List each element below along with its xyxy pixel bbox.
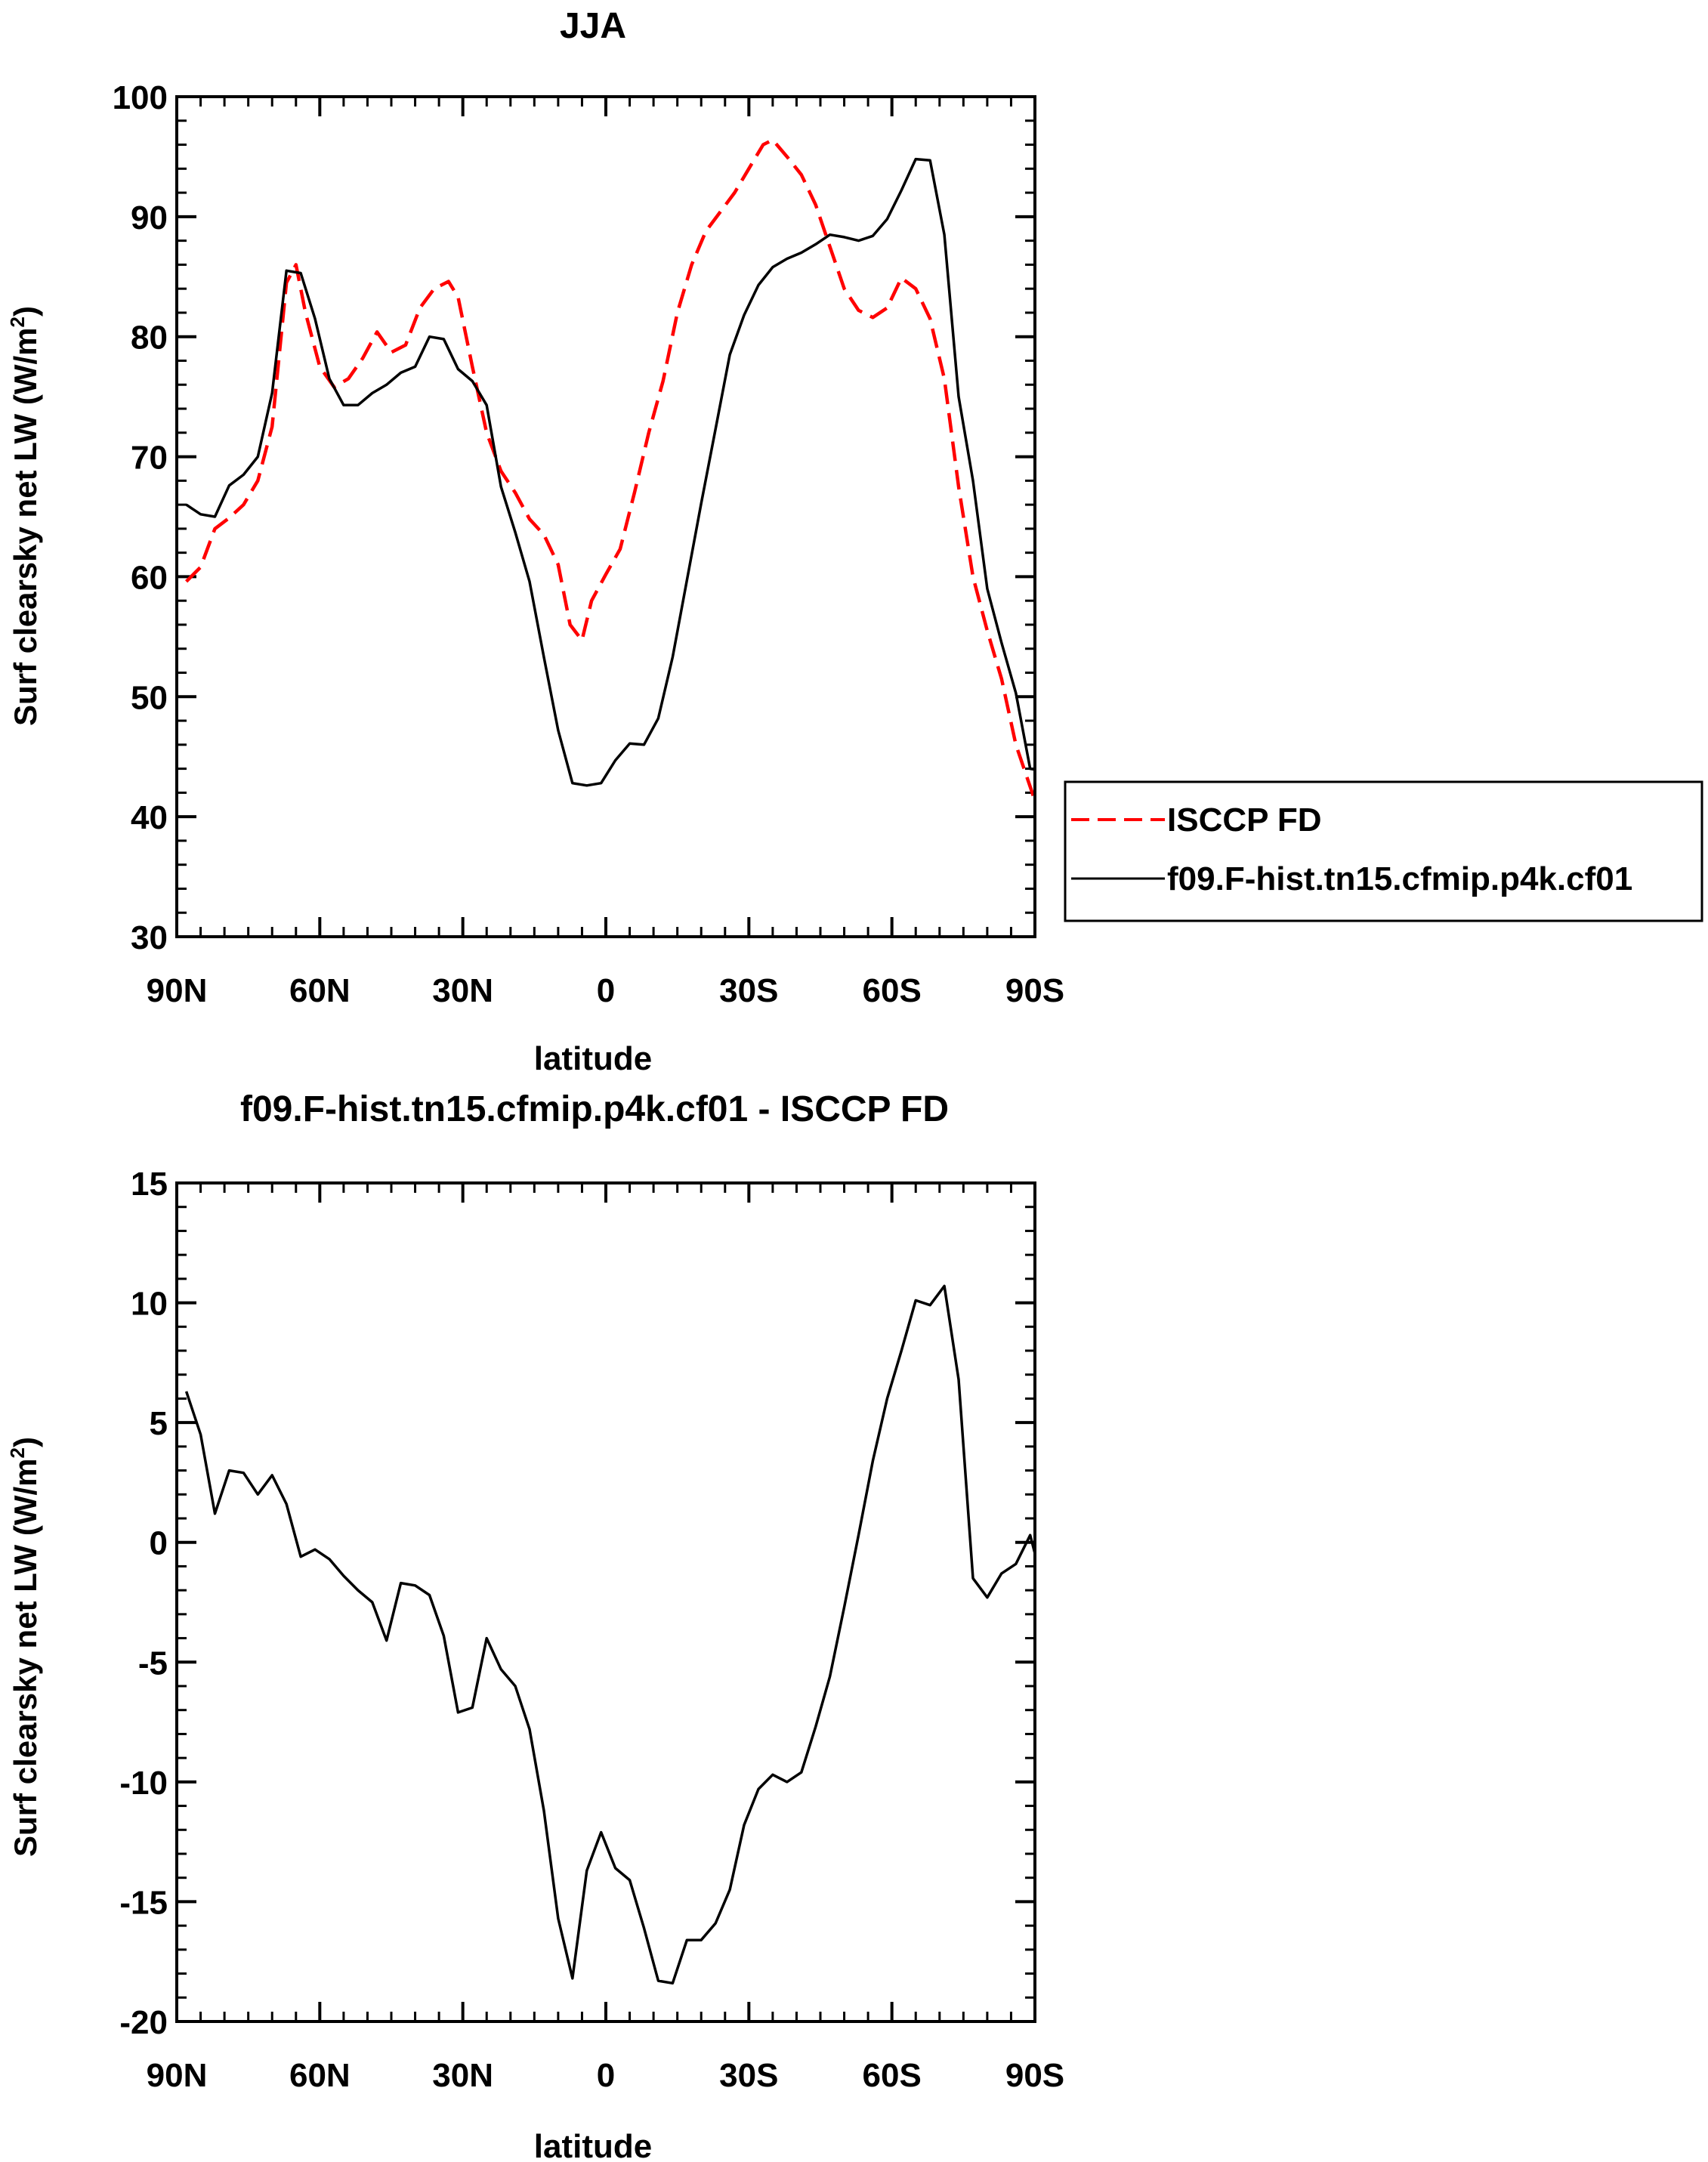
x-tick-label: 0 [597, 2057, 615, 2094]
panel-bottom: f09.F-hist.tn15.cfmip.p4k.cf01 - ISCCP F… [6, 1089, 1064, 2162]
y-tick-label: -15 [119, 1884, 168, 1921]
y-tick-label: 30 [131, 919, 168, 956]
x-tick-label: 90S [1005, 2057, 1064, 2094]
series-line-f09-f-hist-tn15-cfmip-p4k-cf01 [185, 157, 1035, 787]
x-tick-label: 90N [147, 972, 208, 1009]
legend-box [1064, 780, 1703, 922]
y-tick-label: 40 [131, 799, 168, 836]
y-tick-label: 100 [113, 79, 168, 116]
panel-bottom-x-axis-label: latitude [534, 2128, 652, 2162]
x-tick-label: 30S [719, 2057, 778, 2094]
panel-top-y-axis-label-close: ) [8, 306, 43, 317]
y-tick-label: 90 [131, 199, 168, 236]
x-tick-label: 90N [147, 2057, 208, 2094]
y-tick-label: -20 [119, 2004, 168, 2041]
plot-frame [175, 1181, 1036, 2023]
series-line-isccp-fd [185, 137, 1035, 806]
y-tick-label: 80 [131, 320, 168, 357]
panel-top-y-axis-label: Surf clearsky net LW (W/m2) [6, 306, 43, 726]
x-tick-label: 60S [863, 972, 922, 1009]
panel-top-y-axis-label-superscript: 2 [6, 317, 29, 327]
x-tick-label: 60S [863, 2057, 922, 2094]
panel-bottom-y-axis-label-superscript: 2 [6, 1447, 29, 1458]
panel-bottom-y-axis-label: Surf clearsky net LW (W/m2) [6, 1437, 43, 1857]
panel-top-title: JJA [560, 6, 626, 46]
panel-bottom-title: f09.F-hist.tn15.cfmip.p4k.cf01 - ISCCP F… [240, 1089, 949, 1129]
y-tick-label: 60 [131, 559, 168, 596]
plot-frame [175, 95, 1036, 938]
y-tick-label: 5 [150, 1405, 168, 1442]
x-tick-label: 90S [1005, 972, 1064, 1009]
y-tick-label: -5 [138, 1645, 168, 1682]
panel-bottom-y-axis-label-close: ) [8, 1437, 43, 1447]
x-tick-label: 30S [719, 972, 778, 1009]
x-tick-label: 0 [597, 972, 615, 1009]
y-tick-label: 15 [131, 1166, 168, 1203]
legend-label-isccp-fd: ISCCP FD [1167, 801, 1322, 839]
x-tick-label: 30N [432, 972, 493, 1009]
x-tick-label: 60N [289, 972, 351, 1009]
panel-top-x-axis-label: latitude [534, 1040, 652, 1077]
x-tick-label: 30N [432, 2057, 493, 2094]
y-tick-label: -10 [119, 1765, 168, 1802]
panel-top-plot-area: 90N 60N 30N 0 30S 60S 90S 30 40 50 60 70 80 90 100 [113, 79, 1065, 1009]
panel-bottom-plot-area: 90N 60N 30N 0 30S 60S 90S -20 -15 -10 -5 0 5 10 15 [119, 1166, 1064, 2094]
y-tick-label: 50 [131, 679, 168, 716]
panel-top: JJA 90N 60N 30N 0 30S 60S 90S 30 40 50 60 70 80 90 100… [6, 6, 1065, 1077]
series-line-difference [184, 1284, 1035, 1985]
legend-label-model: f09.F-hist.tn15.cfmip.p4k.cf01 [1167, 860, 1632, 897]
legend: ISCCP FD f09.F-hist.tn15.cfmip.p4k.cf01 [1064, 780, 1703, 922]
y-tick-label: 10 [131, 1286, 168, 1323]
x-tick-label: 60N [289, 2057, 351, 2094]
y-tick-label: 70 [131, 440, 168, 477]
y-tick-label: 0 [150, 1525, 168, 1562]
